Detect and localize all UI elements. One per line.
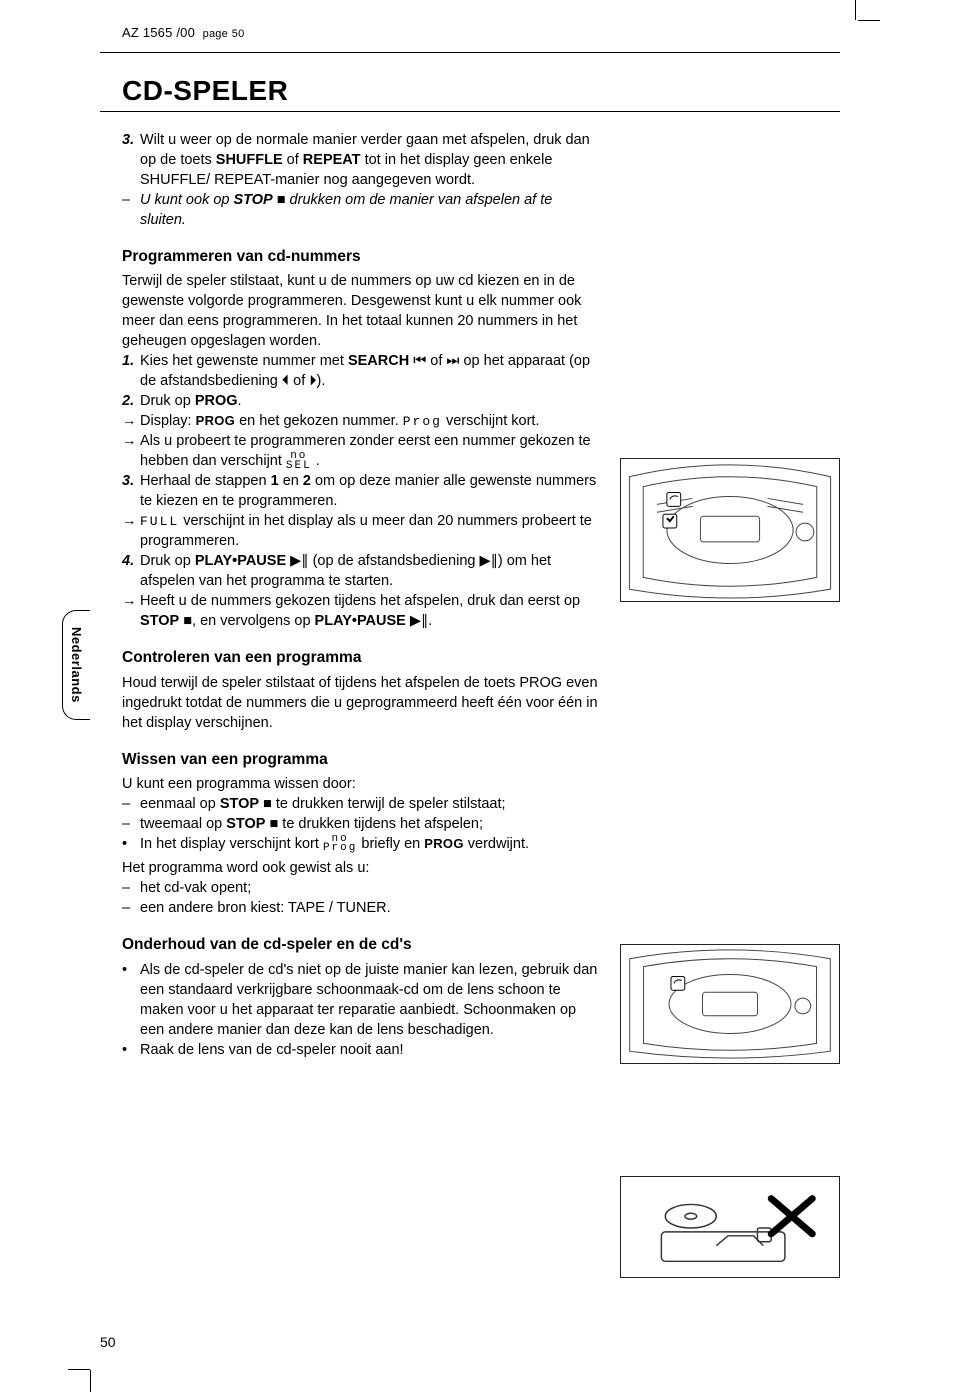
- arrow-icon: →: [122, 511, 140, 551]
- figure-device-display-2: [620, 944, 840, 1064]
- step-3b-num: 3.: [122, 471, 140, 511]
- heading-onderhoud: Onderhoud van de cd-speler en de cd's: [122, 934, 602, 955]
- step-4-num: 4.: [122, 551, 140, 591]
- display-full: FULL verschijnt in het display als u mee…: [140, 511, 602, 551]
- rule-top: [100, 52, 840, 53]
- heading-wissen: Wissen van een programma: [122, 749, 602, 770]
- step-1-text: Kies het gewenste nummer met SEARCH ⏮ of…: [140, 351, 602, 391]
- display-stop-play: Heeft u de nummers gekozen tijdens het a…: [140, 591, 602, 631]
- erase-a2: een andere bron kiest: TAPE / TUNER.: [140, 898, 391, 918]
- page-num-header: 50: [232, 28, 245, 40]
- dash: –: [122, 878, 140, 898]
- step-2-text: Druk op PROG.: [140, 391, 242, 411]
- model: AZ 1565 /00: [122, 25, 195, 40]
- dash: –: [122, 814, 140, 834]
- page-title: CD-SPELER: [122, 75, 840, 107]
- stop-note: U kunt ook op STOP ■ drukken om de manie…: [140, 190, 602, 230]
- maint-1: Als de cd-speler de cd's niet op de juis…: [140, 960, 602, 1040]
- heading-programmeren: Programmeren van cd-nummers: [122, 246, 602, 267]
- step-3b-text: Herhaal de stappen 1 en 2 om op deze man…: [140, 471, 602, 511]
- crop-mark: [858, 20, 880, 21]
- step-4-text: Druk op PLAY•PAUSE ▶∥ (op de afstandsbed…: [140, 551, 602, 591]
- maint-2: Raak de lens van de cd-speler nooit aan!: [140, 1040, 404, 1060]
- page-number: 50: [100, 1334, 116, 1350]
- arrow-icon: →: [122, 411, 140, 431]
- dash: –: [122, 794, 140, 814]
- step-1-num: 1.: [122, 351, 140, 391]
- heading-controleren: Controleren van een programma: [122, 647, 602, 668]
- figure-cd-lens-warning: [620, 1176, 840, 1278]
- prog-intro: Terwijl de speler stilstaat, kunt u de n…: [122, 271, 602, 351]
- erase-also: Het programma word ook gewist als u:: [122, 858, 602, 878]
- erase-2: tweemaal op STOP ■ te drukken tijdens he…: [140, 814, 483, 834]
- display-prog: Display: PROG en het gekozen nummer. Pro…: [140, 411, 539, 431]
- dash: –: [122, 898, 140, 918]
- erase-intro: U kunt een programma wissen door:: [122, 774, 602, 794]
- display-nosel: Als u probeert te programmeren zonder ee…: [140, 431, 602, 471]
- check-body: Houd terwijl de speler stilstaat of tijd…: [122, 673, 602, 733]
- step-3-num: 3.: [122, 130, 140, 190]
- crop-mark: [855, 0, 856, 20]
- erase-a1: het cd-vak opent;: [140, 878, 251, 898]
- figure-device-display-1: [620, 458, 840, 602]
- body-content: 3. Wilt u weer op de normale manier verd…: [122, 130, 602, 1060]
- header-line: AZ 1565 /00 page 50: [122, 25, 840, 40]
- language-label: Nederlands: [69, 627, 84, 703]
- arrow-icon: →: [122, 591, 140, 631]
- bullet: •: [122, 1040, 140, 1060]
- crop-mark: [68, 1369, 90, 1370]
- erase-3: In het display verschijnt kort no Prog b…: [140, 834, 529, 854]
- dash: –: [122, 190, 140, 230]
- bullet: •: [122, 834, 140, 854]
- page-label: page: [203, 28, 228, 40]
- language-tab: Nederlands: [62, 610, 90, 720]
- erase-1: eenmaal op STOP ■ te drukken terwijl de …: [140, 794, 506, 814]
- arrow-icon: →: [122, 431, 140, 471]
- bullet: •: [122, 960, 140, 1040]
- step-2-num: 2.: [122, 391, 140, 411]
- rule-under-title: [100, 111, 840, 112]
- step-3-text: Wilt u weer op de normale manier verder …: [140, 130, 602, 190]
- crop-mark: [90, 1370, 91, 1392]
